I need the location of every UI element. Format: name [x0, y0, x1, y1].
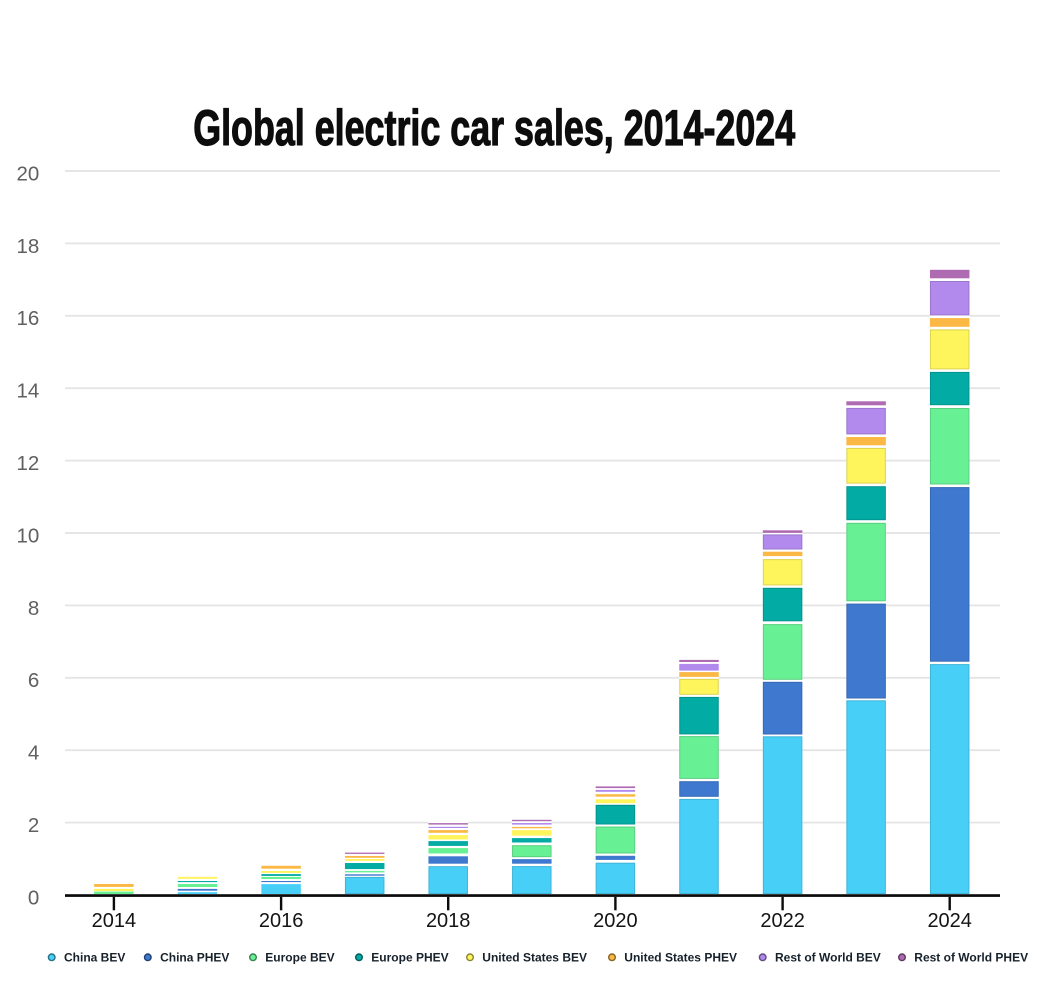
svg-text:6: 6	[28, 669, 39, 692]
svg-text:Europe BEV: Europe BEV	[265, 951, 334, 965]
svg-text:2024: 2024	[927, 910, 972, 932]
svg-text:2: 2	[28, 814, 39, 837]
svg-text:Global electric car sales, 201: Global electric car sales, 2014-2024	[193, 99, 795, 156]
svg-text:2022: 2022	[760, 910, 805, 932]
svg-text:16: 16	[16, 307, 39, 330]
svg-text:18: 18	[16, 235, 39, 258]
svg-text:2020: 2020	[593, 910, 638, 932]
svg-text:2016: 2016	[259, 910, 304, 932]
svg-text:China BEV: China BEV	[64, 951, 125, 965]
svg-text:0: 0	[28, 886, 39, 909]
svg-text:14: 14	[16, 380, 39, 403]
svg-text:2014: 2014	[92, 910, 137, 932]
svg-text:8: 8	[28, 597, 39, 620]
svg-text:20: 20	[16, 162, 39, 185]
svg-text:10: 10	[16, 524, 39, 547]
svg-text:Rest of World PHEV: Rest of World PHEV	[914, 951, 1028, 965]
svg-text:Europe PHEV: Europe PHEV	[371, 951, 448, 965]
svg-text:4: 4	[28, 742, 39, 765]
svg-text:2018: 2018	[426, 910, 471, 932]
svg-text:China PHEV: China PHEV	[160, 951, 229, 965]
svg-text:Rest of World BEV: Rest of World BEV	[775, 951, 881, 965]
svg-text:United States BEV: United States BEV	[482, 951, 587, 965]
svg-text:12: 12	[16, 452, 39, 475]
svg-text:United States PHEV: United States PHEV	[624, 951, 737, 965]
